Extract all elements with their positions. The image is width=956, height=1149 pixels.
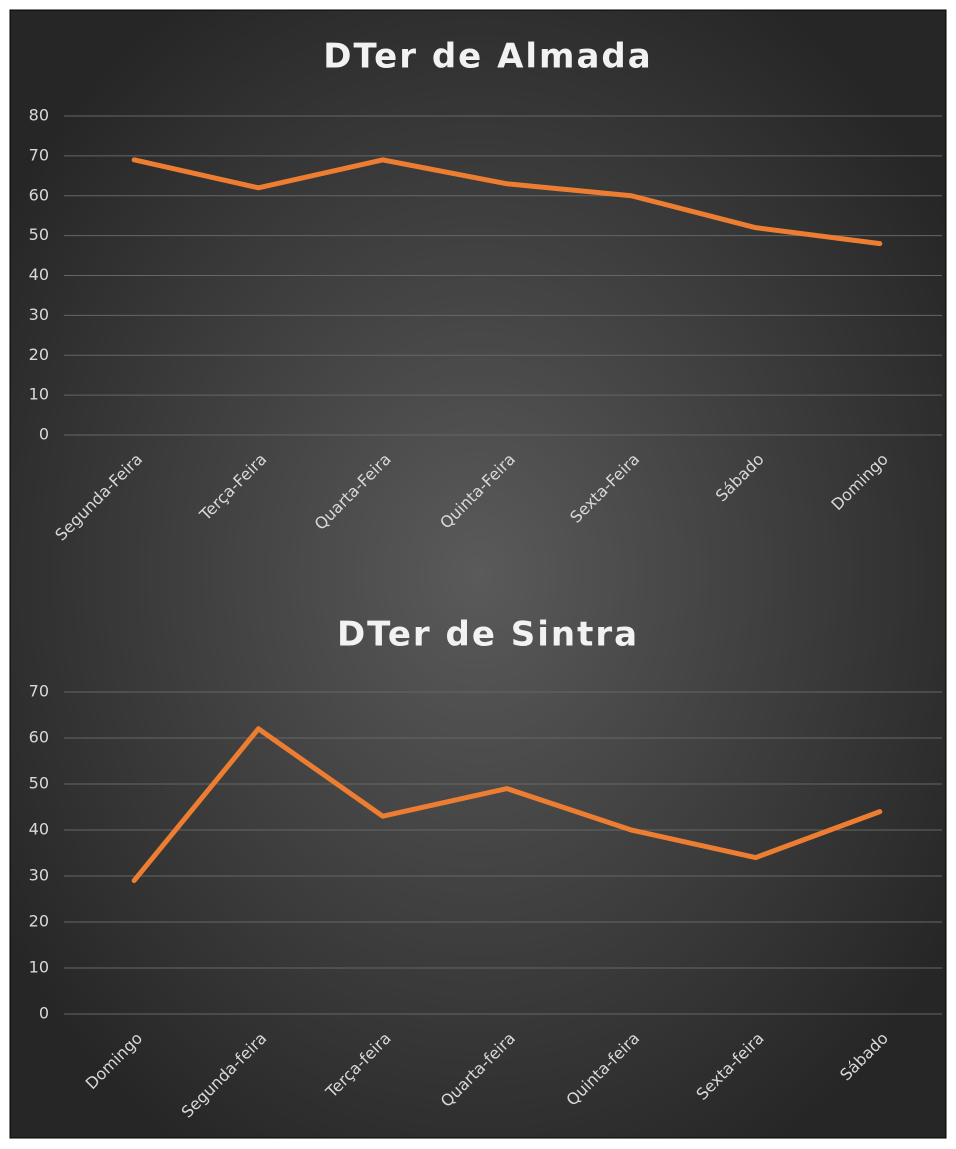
y-tick-label: 60 [29, 728, 49, 747]
y-tick-label: 60 [29, 185, 49, 204]
chart-background [9, 9, 947, 1139]
y-tick-label: 30 [29, 866, 49, 885]
y-tick-label: 10 [29, 958, 49, 977]
y-tick-label: 0 [39, 1004, 49, 1023]
y-tick-label: 40 [29, 265, 49, 284]
y-tick-label: 30 [29, 305, 49, 324]
y-tick-label: 80 [29, 106, 49, 125]
chart-title: DTer de Sintra [337, 615, 639, 655]
y-tick-label: 0 [39, 425, 49, 444]
line-series [131, 726, 883, 884]
y-tick-label: 20 [29, 912, 49, 931]
y-tick-label: 50 [29, 774, 49, 793]
y-tick-label: 40 [29, 820, 49, 839]
y-tick-label: 70 [29, 682, 49, 701]
y-tick-label: 50 [29, 225, 49, 244]
y-tick-label: 20 [29, 345, 49, 364]
y-tick-label: 10 [29, 385, 49, 404]
line-series [131, 157, 883, 247]
y-tick-label: 70 [29, 145, 49, 164]
chart-title: DTer de Almada [323, 37, 652, 77]
